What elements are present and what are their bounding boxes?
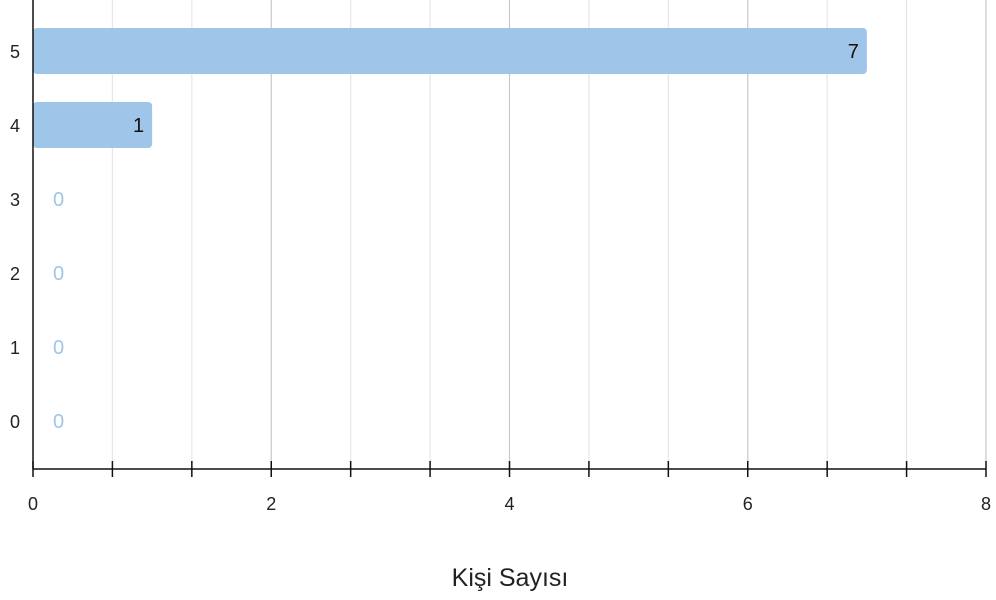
y-tick-label: 3: [10, 190, 20, 210]
bar-value-label: 0: [53, 189, 64, 211]
x-tick-label: 6: [743, 494, 753, 514]
grid-layer: [111, 0, 987, 469]
y-tick-label: 5: [10, 42, 20, 62]
x-tick-label: 4: [504, 494, 514, 514]
bar: [33, 28, 867, 74]
y-tick-label: 2: [10, 264, 20, 284]
bar-value-label: 0: [53, 263, 64, 285]
axis-layer: [32, 0, 987, 477]
bar-value-label: 7: [848, 41, 859, 63]
bar-value-label: 0: [53, 337, 64, 359]
bar-layer: [33, 28, 867, 148]
label-layer: 0 2 4 6 8 5 7 4 1 3 0 2 0 1 0 0 0: [10, 41, 991, 514]
y-tick-label: 4: [10, 116, 20, 136]
x-axis-title: Kişi Sayısı: [452, 564, 569, 592]
bar: [33, 102, 153, 148]
bar-value-label: 1: [133, 115, 144, 137]
bar-value-label: 0: [53, 411, 64, 433]
x-tick-label: 2: [266, 494, 276, 514]
x-tick-label: 0: [28, 494, 38, 514]
x-tick-label: 8: [981, 494, 991, 514]
y-tick-label: 0: [10, 412, 20, 432]
y-tick-label: 1: [10, 338, 20, 358]
